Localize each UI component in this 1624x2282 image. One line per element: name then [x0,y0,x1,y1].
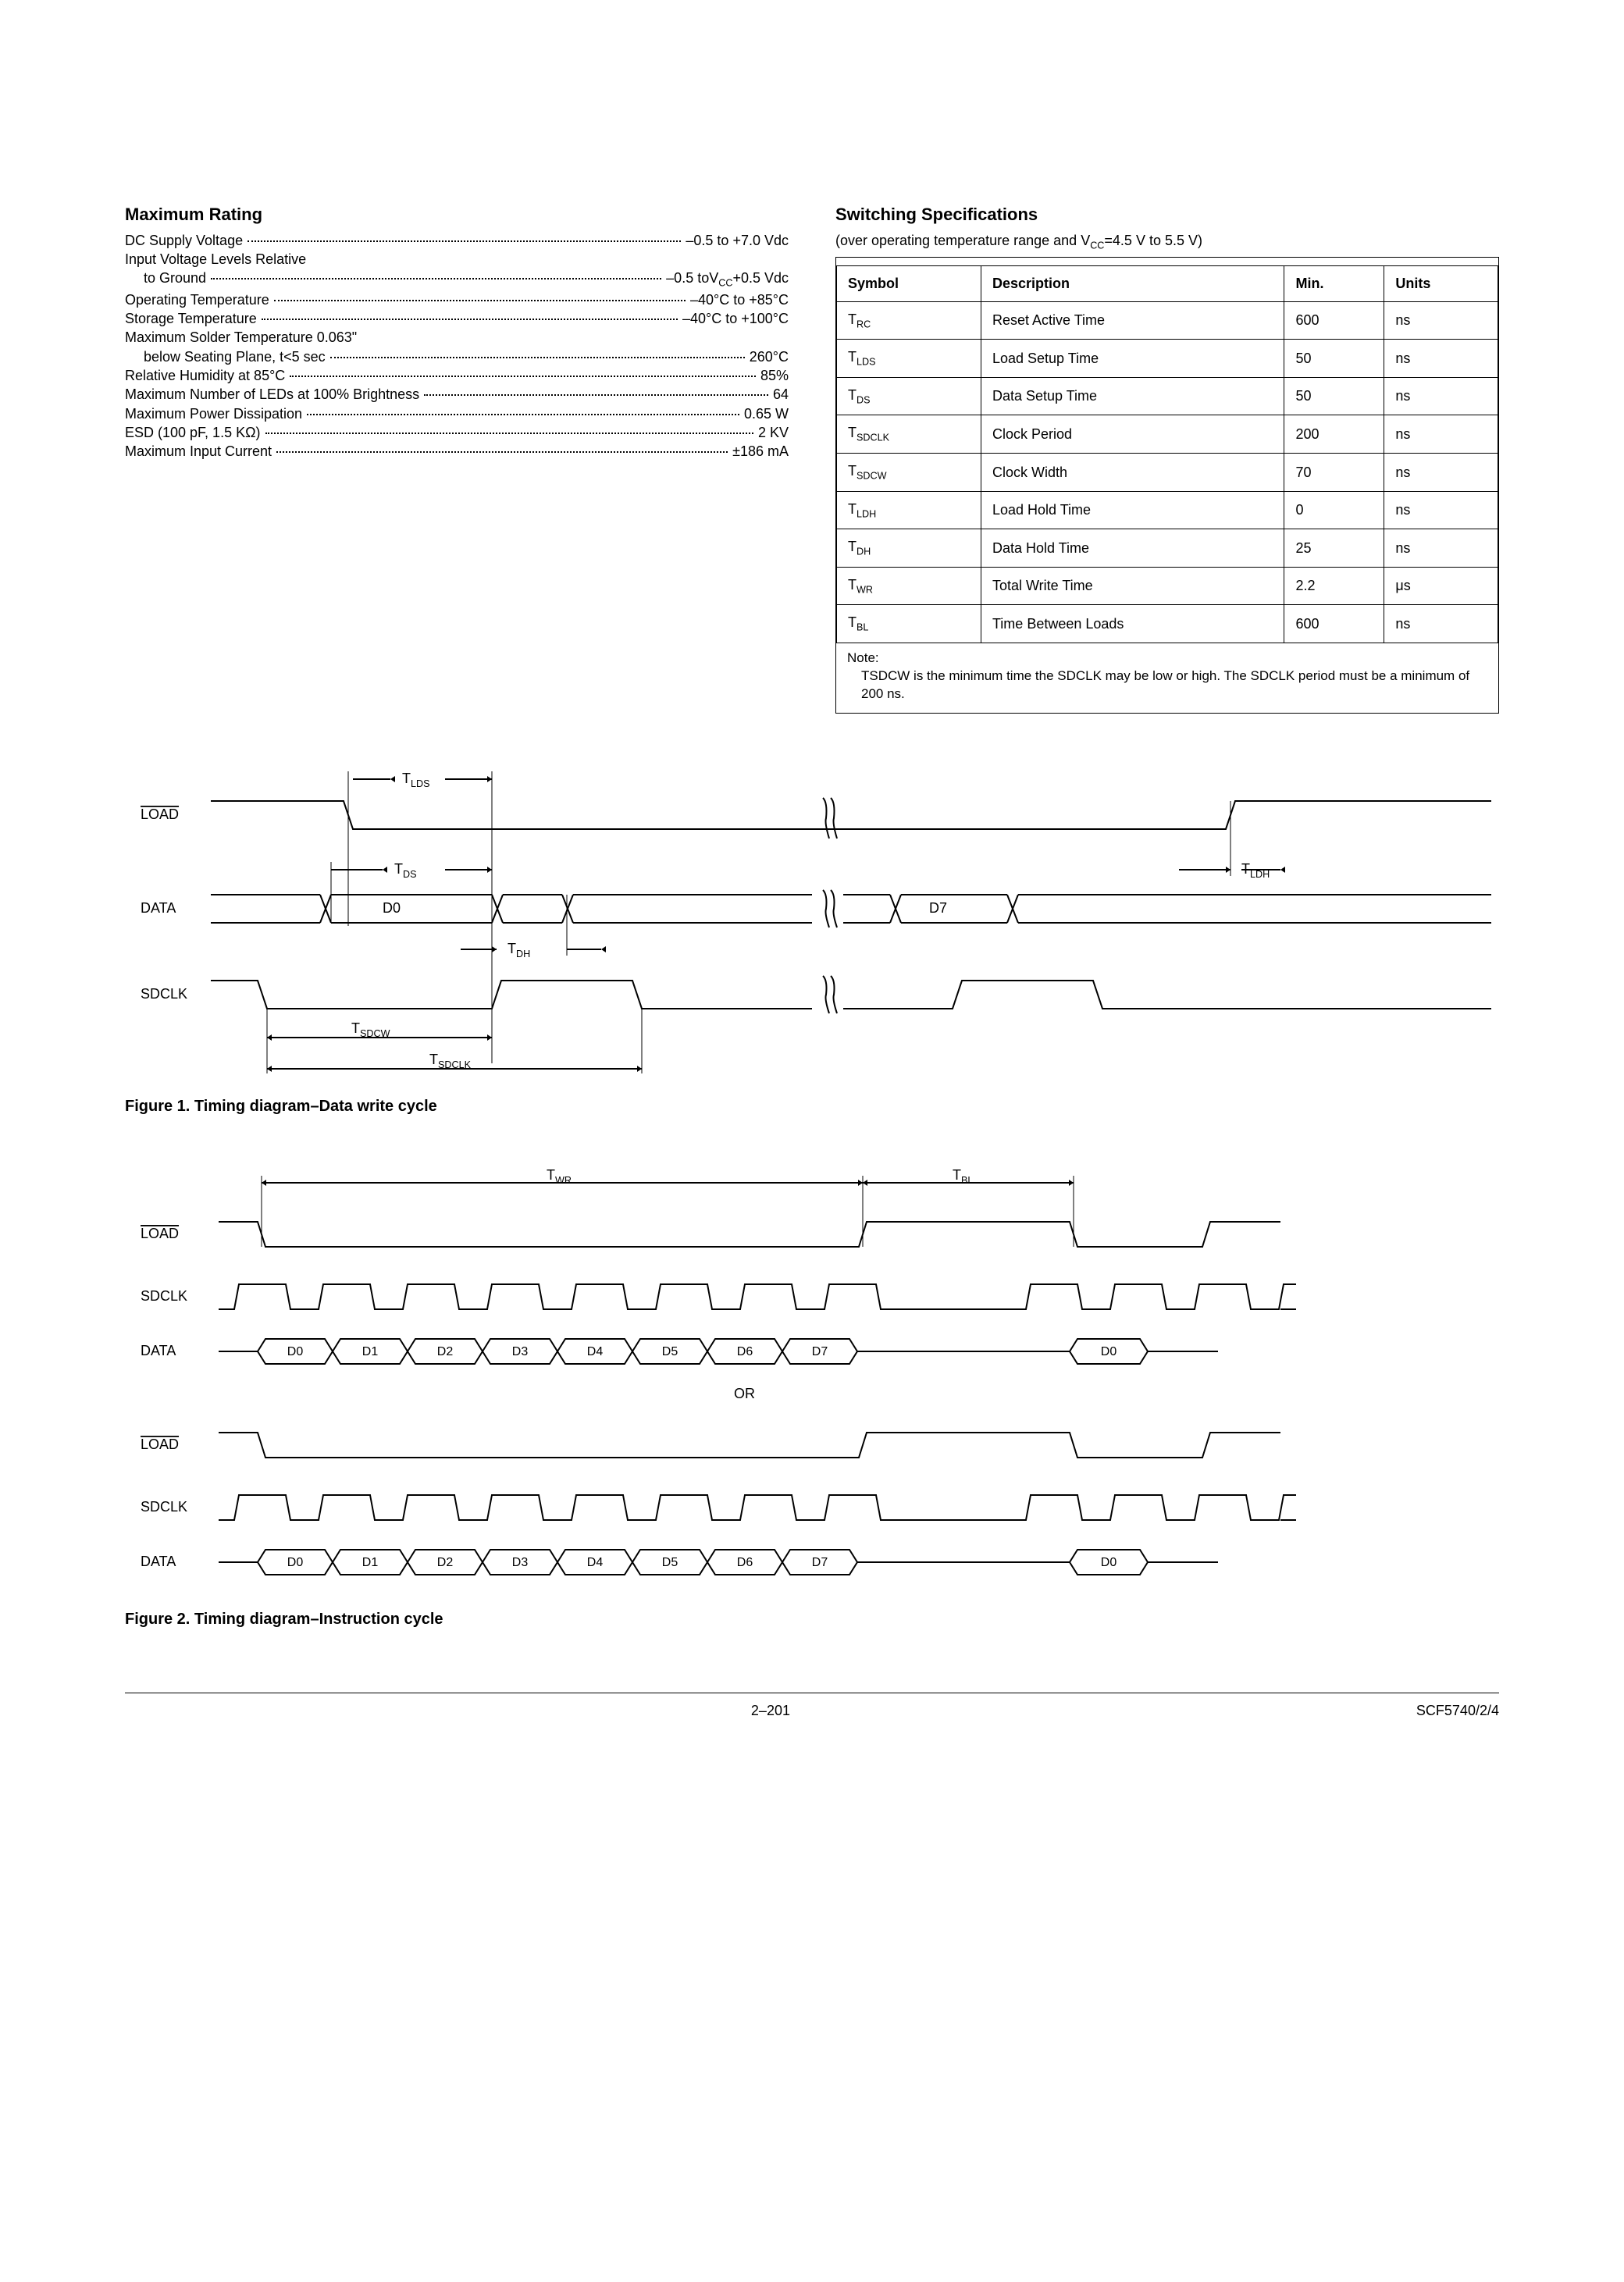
svg-text:DATA: DATA [141,1554,176,1569]
svg-text:D2: D2 [437,1345,454,1358]
page-number: 2–201 [751,1701,790,1720]
maximum-rating-title: Maximum Rating [125,203,789,226]
svg-text:D7: D7 [812,1345,828,1358]
table-row: TLDSLoad Setup Time50ns [837,340,1498,378]
svg-text:TDH: TDH [508,941,530,959]
table-row: TBLTime Between Loads600ns [837,605,1498,643]
table-header: Min. [1284,266,1384,301]
switching-title: Switching Specifications [835,203,1499,226]
svg-text:D4: D4 [587,1345,604,1358]
svg-text:DATA: DATA [141,1343,176,1358]
svg-text:TDS: TDS [394,861,417,880]
table-row: TWRTotal Write Time2.2μs [837,567,1498,605]
svg-text:D3: D3 [512,1345,529,1358]
svg-text:TLDH: TLDH [1241,861,1270,880]
switching-spec-block: Switching Specifications (over operating… [835,203,1499,714]
svg-text:OR: OR [734,1386,755,1401]
svg-text:TSDCLK: TSDCLK [429,1052,472,1070]
svg-text:DATA: DATA [141,900,176,916]
figure-1: LOAD TLDS DATA D0 D7 TDS TLDH SDCLK TDH TSDCW TSDC… [125,760,1499,1117]
rating-row: Input Voltage Levels Relative [125,250,789,269]
svg-text:SDCLK: SDCLK [141,1288,187,1304]
svg-text:D4: D4 [587,1556,604,1569]
figure-2: LOADSDCLKDATAD0D1D2D3D4D5D6D7D0TWRTBLORL… [125,1164,1499,1630]
table-row: TRCReset Active Time600ns [837,301,1498,340]
svg-text:D0: D0 [287,1556,304,1569]
svg-text:D2: D2 [437,1556,454,1569]
rating-row: Relative Humidity at 85°C85% [125,366,789,385]
svg-text:D7: D7 [812,1556,828,1569]
page-footer: 2–201 SCF5740/2/4 [125,1693,1499,1720]
doc-id: SCF5740/2/4 [1416,1701,1499,1720]
switching-subtitle: (over operating temperature range and VC… [835,231,1499,253]
svg-text:LOAD: LOAD [141,1436,179,1452]
svg-text:D0: D0 [383,900,401,916]
svg-text:TLDS: TLDS [402,771,430,789]
rating-row: Maximum Input Current±186 mA [125,442,789,461]
rating-row: below Seating Plane, t<5 sec260°C [125,347,789,366]
switching-note: Note: TSDCW is the minimum time the SDCL… [836,643,1498,713]
svg-text:D6: D6 [737,1345,753,1358]
rating-row: Maximum Solder Temperature 0.063" [125,328,789,347]
note-text: TSDCW is the minimum time the SDCLK may … [847,668,1487,703]
rating-row: Maximum Power Dissipation0.65 W [125,404,789,423]
table-row: TLDHLoad Hold Time0ns [837,491,1498,529]
svg-text:D3: D3 [512,1556,529,1569]
svg-text:D0: D0 [1101,1556,1117,1569]
rating-row: Maximum Number of LEDs at 100% Brightnes… [125,385,789,404]
switching-table: SymbolDescriptionMin.Units TRCReset Acti… [836,265,1498,643]
figure-2-caption: Figure 2. Timing diagram–Instruction cyc… [125,1609,1499,1630]
rating-row: to Ground–0.5 toVCC+0.5 Vdc [125,269,789,290]
svg-text:D7: D7 [929,900,947,916]
svg-text:D5: D5 [662,1345,678,1358]
table-row: TDSData Setup Time50ns [837,377,1498,415]
maximum-rating-block: Maximum Rating DC Supply Voltage–0.5 to … [125,203,789,714]
svg-text:LOAD: LOAD [141,1226,179,1241]
svg-text:TSDCW: TSDCW [351,1020,390,1039]
svg-text:SDCLK: SDCLK [141,1499,187,1515]
table-row: TDHData Hold Time25ns [837,529,1498,568]
svg-text:D1: D1 [362,1556,379,1569]
rating-row: DC Supply Voltage–0.5 to +7.0 Vdc [125,231,789,250]
rating-row: ESD (100 pF, 1.5 KΩ)2 KV [125,423,789,442]
table-row: TSDCLKClock Period200ns [837,415,1498,454]
svg-text:SDCLK: SDCLK [141,986,187,1002]
table-header: Units [1384,266,1498,301]
svg-text:LOAD: LOAD [141,806,179,822]
table-header: Description [981,266,1284,301]
rating-row: Operating Temperature–40°C to +85°C [125,290,789,309]
svg-text:D0: D0 [287,1345,304,1358]
svg-text:D1: D1 [362,1345,379,1358]
table-row: TSDCWClock Width70ns [837,453,1498,491]
rating-row: Storage Temperature–40°C to +100°C [125,309,789,328]
svg-text:D5: D5 [662,1556,678,1569]
table-header: Symbol [837,266,981,301]
svg-text:D6: D6 [737,1556,753,1569]
note-title: Note: [847,650,1487,668]
figure-1-caption: Figure 1. Timing diagram–Data write cycl… [125,1096,1499,1117]
svg-text:D0: D0 [1101,1345,1117,1358]
